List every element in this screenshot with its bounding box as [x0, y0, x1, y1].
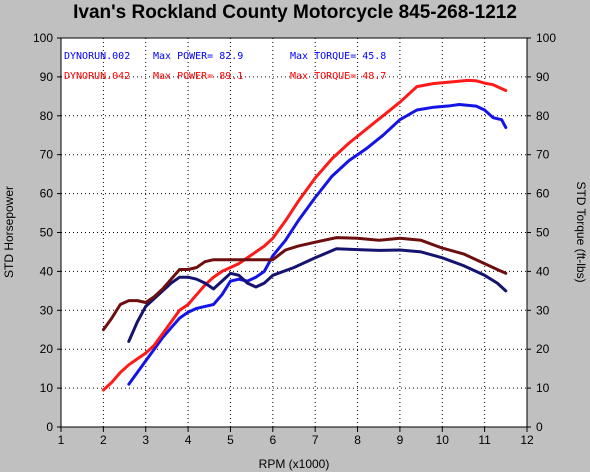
x-tick-label: 7	[312, 433, 319, 447]
y-tick-label-left: 100	[33, 31, 53, 45]
x-axis-label: RPM (x1000)	[259, 457, 330, 471]
series-lines	[101, 78, 508, 392]
legend-power-2: Max POWER= 89.1	[153, 71, 243, 82]
legend-power-1: Max POWER= 82.9	[153, 51, 243, 62]
y-tick-label-right: 90	[536, 70, 550, 84]
y-tick-label-right: 20	[536, 342, 550, 356]
series-line-hp002	[127, 103, 508, 386]
series-line-hp042	[101, 78, 508, 392]
chart-title: Ivan's Rockland County Motorcycle 845-26…	[73, 2, 517, 23]
legend-run-2: DYNORUN.042	[64, 71, 130, 82]
y-tick-label-left: 20	[40, 342, 54, 356]
y-tick-label-left: 10	[40, 381, 54, 395]
series-line-tq002	[127, 247, 508, 343]
y-axis-label-right: STD Torque (ft-lbs)	[574, 181, 588, 282]
y-tick-label-left: 80	[40, 109, 54, 123]
y-axis-label-left: STD Horsepower	[2, 186, 16, 278]
x-tick-label: 9	[397, 433, 404, 447]
y-tick-label-right: 30	[536, 303, 550, 317]
legend: DYNORUN.002 Max POWER= 82.9 Max TORQUE= …	[64, 51, 386, 82]
x-tick-label: 12	[520, 433, 534, 447]
y-tick-label-right: 100	[536, 31, 556, 45]
y-tick-label-right: 50	[536, 226, 550, 240]
x-tick-label: 10	[436, 433, 450, 447]
y-tick-label-left: 60	[40, 187, 54, 201]
y-tick-label-left: 50	[40, 226, 54, 240]
y-tick-label-right: 40	[536, 264, 550, 278]
legend-torque-2: Max TORQUE= 48.7	[290, 71, 386, 82]
series-line-tq042	[101, 236, 508, 332]
x-tick-label: 6	[269, 433, 276, 447]
x-tick-label: 5	[227, 433, 234, 447]
y-tick-label-right: 10	[536, 381, 550, 395]
x-tick-label: 3	[142, 433, 149, 447]
y-tick-label-left: 70	[40, 148, 54, 162]
grid-lines	[57, 37, 531, 432]
x-tick-label: 11	[478, 433, 491, 447]
x-tick-label: 4	[185, 433, 192, 447]
x-tick-label: 8	[354, 433, 361, 447]
y-tick-label-left: 90	[40, 70, 54, 84]
y-tick-label-right: 60	[536, 187, 550, 201]
legend-torque-1: Max TORQUE= 45.8	[290, 51, 386, 62]
x-tick-label: 2	[100, 433, 107, 447]
y-tick-label-left: 30	[40, 303, 54, 317]
x-tick-label: 1	[58, 433, 65, 447]
y-tick-label-right: 70	[536, 148, 550, 162]
y-tick-label-left: 40	[40, 264, 54, 278]
y-tick-label-right: 80	[536, 109, 550, 123]
y-tick-label-right: 0	[536, 420, 543, 434]
legend-run-1: DYNORUN.002	[64, 51, 130, 62]
y-tick-label-left: 0	[46, 420, 53, 434]
